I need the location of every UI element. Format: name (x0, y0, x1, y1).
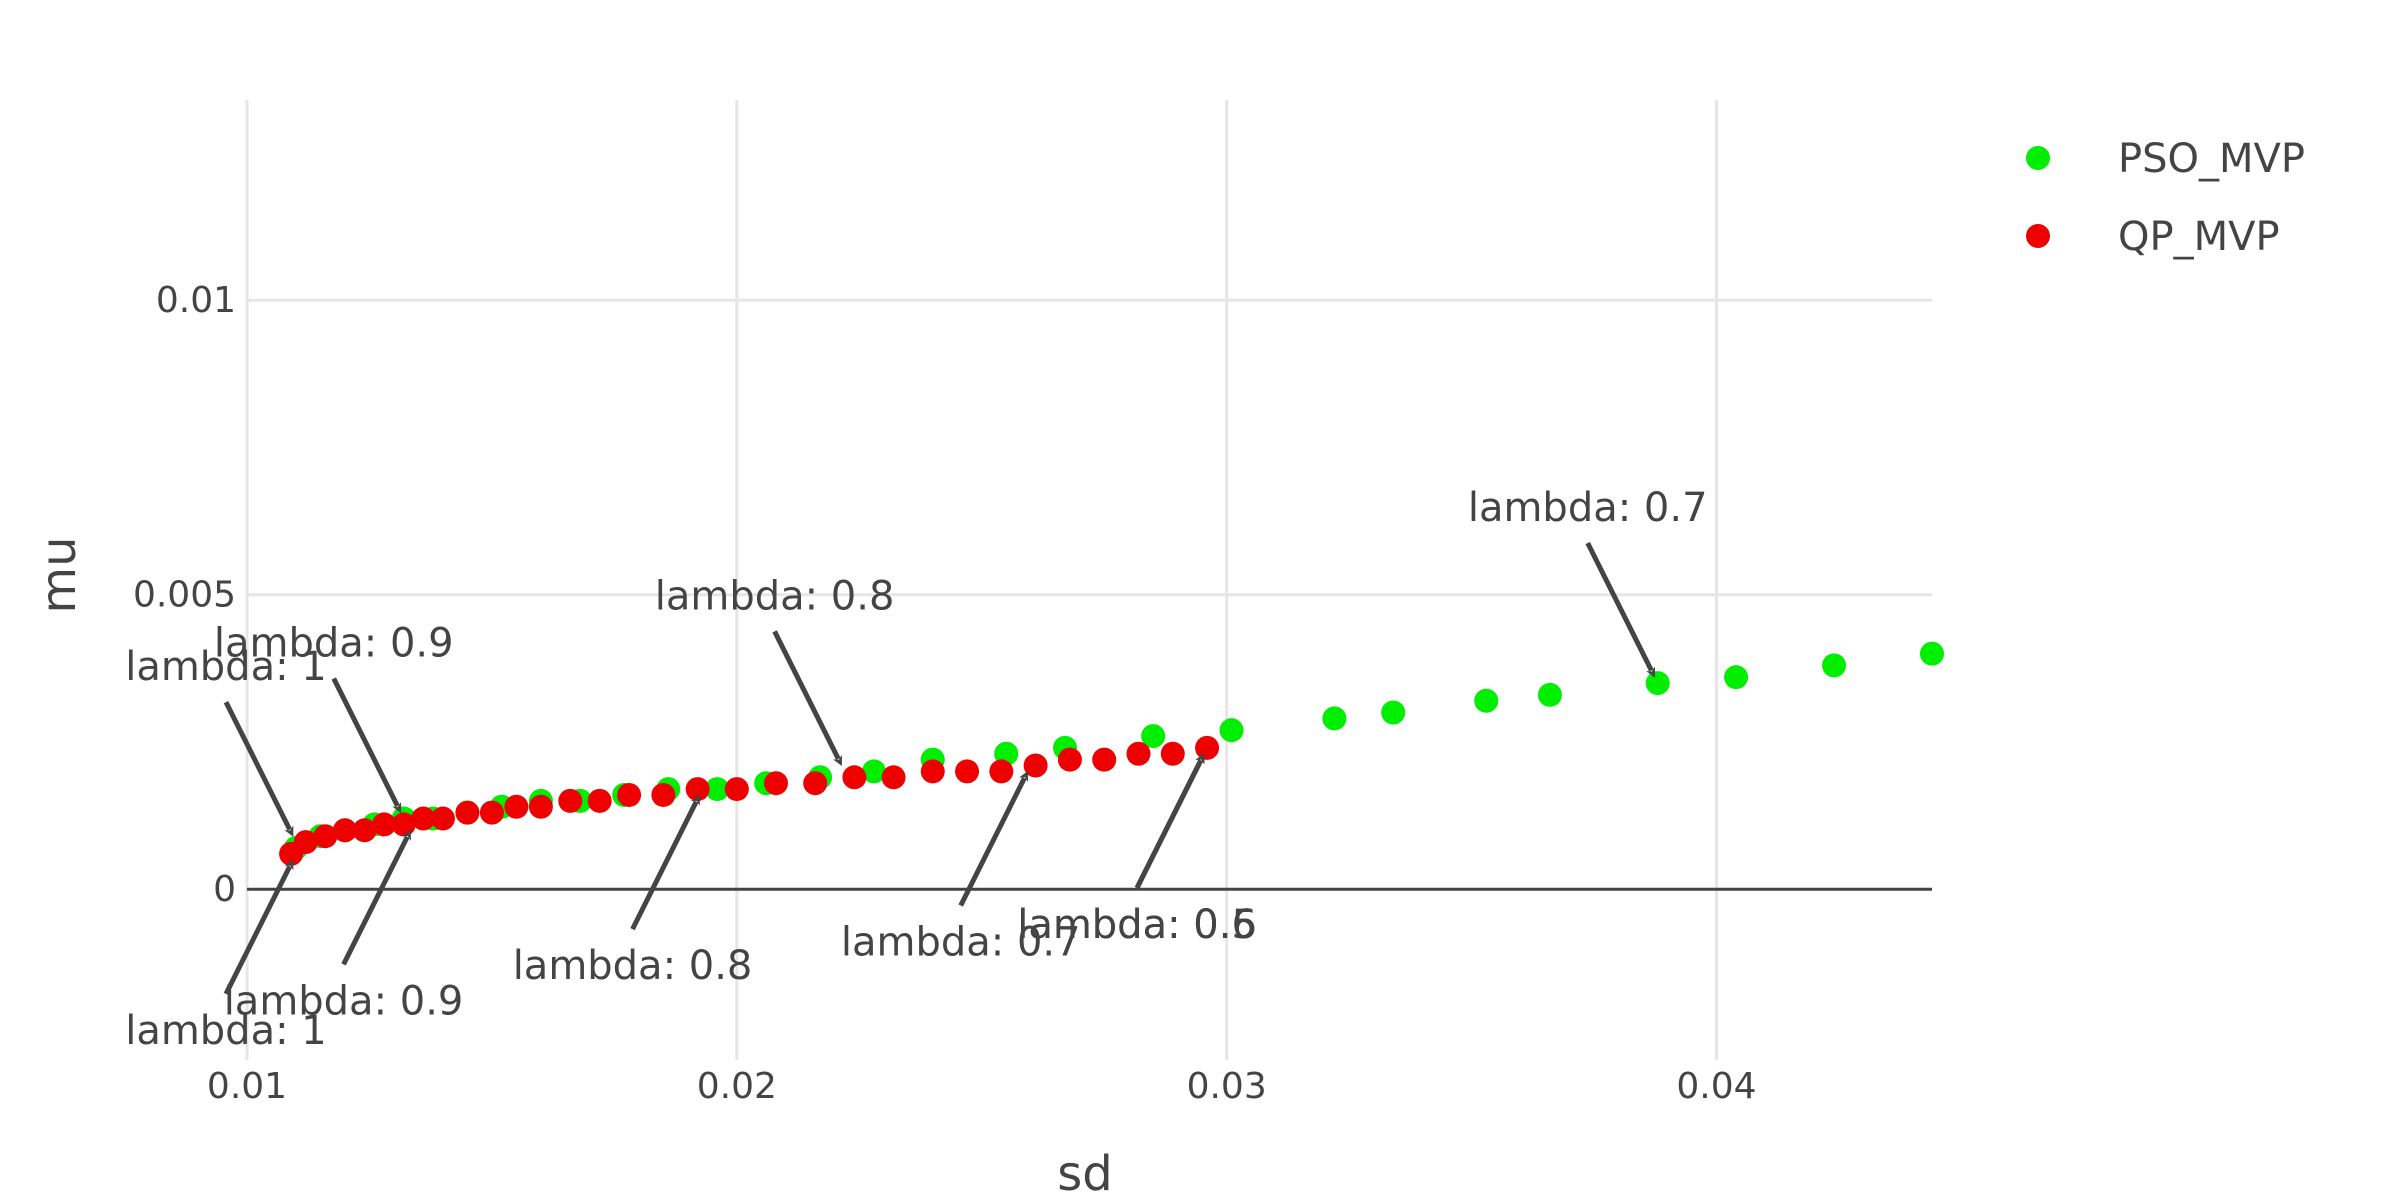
grid-lines (245, 100, 1932, 1060)
pso-mvp-point (1381, 700, 1406, 725)
annotation-arrow (1585, 541, 1656, 678)
annotation-label: lambda: 0.5 (1017, 902, 1257, 948)
qp-mvp-point (313, 824, 338, 849)
legend-item-qp-mvp[interactable]: QP_MVP (2026, 214, 2280, 260)
qp-mvp-point (293, 830, 318, 855)
qp-mvp-point (724, 777, 749, 802)
annotation-arrow (341, 829, 411, 966)
annotation-arrow (1134, 753, 1205, 889)
annotation-label: lambda: 1 (125, 1008, 327, 1054)
pso-mvp-point (1474, 688, 1499, 713)
qp-mvp-point (1057, 747, 1082, 772)
qp-mvp-point (842, 765, 867, 790)
qp-mvp-point (372, 812, 397, 837)
y-axis-title: mu (31, 536, 87, 613)
annotation-arrow (958, 770, 1029, 907)
annotation-label: lambda: 0.9 (214, 621, 454, 667)
pso-mvp-point (1645, 671, 1670, 696)
tick-labels: 0.01 0.02 0.03 0.04 0 0.005 0.01 (133, 280, 1757, 1107)
qp-mvp-point (1195, 735, 1220, 760)
qp-mvp-point (685, 777, 710, 802)
annotation-label: lambda: 0.8 (513, 943, 753, 989)
pso-mvp-point (861, 759, 886, 784)
legend-item-pso-mvp[interactable]: PSO_MVP (2026, 136, 2305, 182)
qp-mvp-point (881, 765, 906, 790)
annotation-label: lambda: 0.9 (224, 978, 464, 1024)
pso-mvp-point (1141, 724, 1166, 749)
qp-mvp-point (920, 759, 945, 784)
x-axis-title: sd (1057, 1146, 1112, 1200)
qp-mvp-point (587, 788, 612, 813)
x-tick-label: 0.03 (1187, 1066, 1267, 1107)
x-tick-label: 0.01 (207, 1066, 287, 1107)
qp-mvp-point (1160, 741, 1185, 766)
qp-mvp-point (1092, 747, 1117, 772)
qp-mvp-point (504, 794, 529, 819)
pso-mvp-point (1822, 653, 1847, 678)
qp-mvp-point (1126, 741, 1151, 766)
annotation-arrow (223, 859, 294, 995)
qp-mvp-point (352, 818, 377, 843)
y-tick-label: 0.005 (133, 575, 236, 616)
annotation-label: lambda: 1 (125, 644, 327, 690)
qp-mvp-point (528, 794, 553, 819)
qp-mvp-point (989, 759, 1014, 784)
x-tick-label: 0.04 (1676, 1066, 1756, 1107)
annotation-label: lambda: 0.6 (1017, 902, 1257, 948)
qp-mvp-point (430, 806, 455, 831)
qp-mvp-point (803, 771, 828, 796)
y-tick-label: 0.01 (156, 280, 236, 321)
pso-mvp-point (1322, 706, 1347, 731)
qp-mvp-point (617, 782, 642, 807)
pso-mvp-point (1724, 665, 1749, 690)
qp-mvp-point (651, 782, 676, 807)
qp-mvp-point (479, 800, 504, 825)
qp-mvp-point (1023, 753, 1048, 778)
pso-mvp-point (705, 777, 730, 802)
pso-mvp-point (1537, 682, 1562, 707)
annotation-arrow (331, 677, 402, 814)
annotation-label: lambda: 0.8 (655, 573, 895, 619)
qp-mvp-point (455, 800, 480, 825)
legend-label: PSO_MVP (2118, 136, 2305, 182)
legend-marker (2026, 146, 2050, 170)
y-tick-label: 0 (213, 869, 236, 910)
qp-mvp-point (332, 818, 357, 843)
annotation-arrow (223, 700, 294, 837)
qp-mvp-point (764, 771, 789, 796)
annotation-arrow (772, 630, 842, 767)
annotation-label: lambda: 0.7 (1468, 485, 1708, 531)
annotation-label: lambda: 0.7 (841, 920, 1081, 966)
plot-markers (279, 641, 1944, 866)
qp-mvp-point (955, 759, 980, 784)
annotation-arrow (630, 794, 700, 931)
legend-label: QP_MVP (2118, 214, 2280, 260)
x-tick-label: 0.02 (697, 1066, 777, 1107)
pso-mvp-point (1920, 641, 1944, 666)
qp-mvp-point (411, 806, 436, 831)
qp-mvp-point (558, 788, 583, 813)
pso-mvp-point (1219, 718, 1244, 743)
legend-marker (2026, 224, 2050, 248)
legend[interactable]: PSO_MVP QP_MVP (2026, 136, 2305, 260)
